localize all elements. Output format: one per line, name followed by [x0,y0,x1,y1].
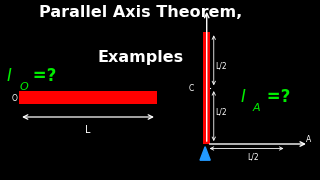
Polygon shape [200,147,210,160]
Bar [19,91,157,104]
Text: Examples: Examples [98,50,184,65]
Text: $\it{A}$: $\it{A}$ [252,101,261,113]
Text: =?: =? [261,88,290,106]
Text: O: O [12,94,18,103]
Text: $\it{I}$: $\it{I}$ [6,67,13,85]
Bar [203,32,210,144]
Text: L/2: L/2 [247,152,259,161]
Text: $\it{O}$: $\it{O}$ [19,80,29,91]
Text: L/2: L/2 [215,61,227,70]
Text: L: L [85,125,91,135]
Text: =?: =? [27,67,57,85]
Text: Parallel Axis Theorem,: Parallel Axis Theorem, [39,5,243,20]
Text: C: C [188,84,194,93]
Text: A: A [306,135,311,144]
Text: L/2: L/2 [215,107,227,116]
Text: $\it{I}$: $\it{I}$ [240,88,246,106]
